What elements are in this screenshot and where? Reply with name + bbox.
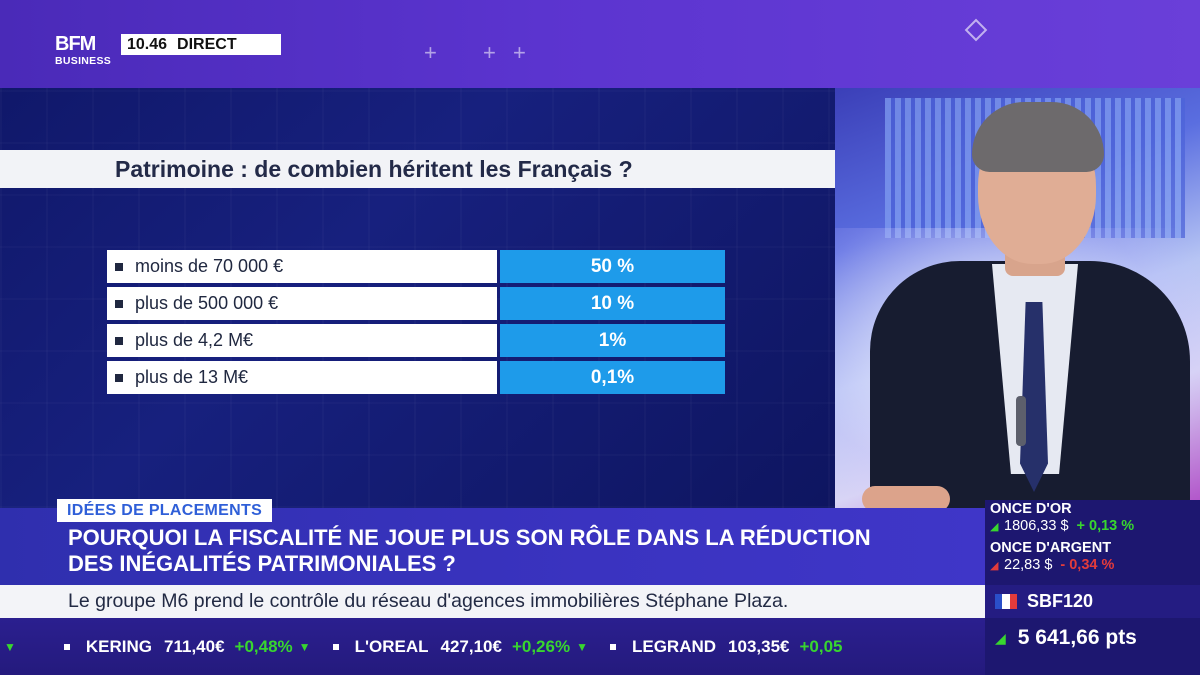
- headline: POURQUOI LA FISCALITÉ NE JOUE PLUS SON R…: [68, 525, 968, 577]
- news-text: Le groupe M6 prend le contrôle du réseau…: [68, 590, 789, 612]
- table-row: plus de 500 000 € 10 %: [107, 287, 725, 320]
- ticker-name: KERING: [85, 636, 153, 656]
- clock-time: 10.46: [127, 35, 168, 53]
- row-value: 1%: [500, 324, 725, 357]
- up-arrow-icon: ◢: [990, 520, 999, 533]
- row-label-text: moins de 70 000 €: [135, 256, 284, 276]
- top-bar: BFM BUSINESS 10.46 DIRECT + + +: [0, 0, 1200, 88]
- silver-name: ONCE D'ARGENT: [990, 540, 1112, 556]
- sparkle-icon: +: [513, 40, 526, 65]
- ticker-name: L'OREAL: [354, 636, 429, 656]
- clock-live-badge: 10.46 DIRECT: [121, 34, 281, 55]
- ticker-price: 103,35€: [728, 636, 790, 656]
- bullet-icon: [115, 299, 123, 308]
- inheritance-table: moins de 70 000 € 50 % plus de 500 000 €…: [107, 250, 725, 398]
- news-crawl: Le groupe M6 prend le contrôle du réseau…: [0, 585, 985, 618]
- graphic-title-strip: Patrimoine : de combien héritent les Fra…: [0, 150, 835, 188]
- table-row: moins de 70 000 € 50 %: [107, 250, 725, 283]
- table-row: plus de 13 M€ 0,1%: [107, 361, 725, 394]
- ticker-change: +0,26%: [511, 636, 571, 656]
- up-arrow-icon: ▼: [298, 639, 311, 654]
- logo-line-2: BUSINESS: [55, 55, 112, 67]
- silver-change: - 0,34 %: [1060, 557, 1115, 573]
- microphone: [1016, 396, 1026, 446]
- separator-icon: [332, 643, 339, 650]
- row-value: 10 %: [500, 287, 725, 320]
- silver-price: 22,83 $: [1004, 557, 1053, 573]
- row-label: moins de 70 000 €: [107, 250, 497, 283]
- row-label-text: plus de 13 M€: [135, 367, 249, 387]
- down-arrow-icon: ◢: [990, 559, 999, 572]
- segment-kicker: IDÉES DE PLACEMENTS: [57, 499, 273, 522]
- ticker-change: +0,48%: [234, 636, 293, 656]
- presenter-hand: [862, 486, 950, 512]
- ticker-price: 427,10€: [440, 636, 502, 656]
- silver-quote: ONCE D'ARGENT ◢ 22,83 $ - 0,34 %: [985, 540, 1200, 573]
- index-value: 5 641,66 pts: [1017, 626, 1137, 649]
- bullet-icon: [115, 373, 123, 382]
- sparkle-icon: +: [483, 40, 496, 65]
- ticker-item: ▼: [0, 640, 42, 654]
- row-value: 0,1%: [500, 361, 725, 394]
- live-label: DIRECT: [177, 35, 237, 53]
- row-label: plus de 4,2 M€: [107, 324, 497, 357]
- up-arrow-icon: ▼: [576, 639, 588, 654]
- separator-icon: [63, 643, 70, 650]
- headline-line-1: POURQUOI LA FISCALITÉ NE JOUE PLUS SON R…: [68, 525, 871, 550]
- separator-icon: [609, 643, 616, 650]
- france-flag-icon: [995, 594, 1017, 609]
- presenter-hair: [972, 102, 1104, 172]
- up-arrow-icon: ◢: [995, 629, 1006, 646]
- row-label: plus de 500 000 €: [107, 287, 497, 320]
- up-arrow-icon: ▼: [4, 639, 16, 654]
- graphic-title: Patrimoine : de combien héritent les Fra…: [115, 155, 633, 182]
- row-value: 50 %: [500, 250, 725, 283]
- index-name: SBF120: [1027, 591, 1094, 611]
- bullet-icon: [115, 262, 123, 271]
- row-label: plus de 13 M€: [107, 361, 497, 394]
- silver-line: ◢ 22,83 $ - 0,34 %: [985, 557, 1200, 573]
- ticker-change: +0,05: [799, 636, 843, 656]
- row-label-text: plus de 500 000 €: [135, 293, 279, 313]
- ticker-item: LEGRAND 103,35€ +0,05: [609, 636, 843, 657]
- diamond-icon: [964, 18, 988, 42]
- gold-name: ONCE D'OR: [990, 501, 1072, 517]
- ticker-price: 711,40€: [164, 636, 225, 656]
- bullet-icon: [115, 336, 123, 345]
- bfm-business-logo: BFM BUSINESS: [55, 34, 117, 74]
- row-label-text: plus de 4,2 M€: [135, 330, 254, 350]
- gold-change: + 0,13 %: [1076, 518, 1135, 534]
- gold-line: ◢ 1806,33 $ + 0,13 %: [985, 518, 1200, 534]
- stock-ticker: ▼ KERING 711,40€ +0,48% ▼ L'OREAL 427,10…: [0, 618, 985, 675]
- ticker-item: KERING 711,40€ +0,48% ▼: [63, 636, 311, 657]
- ticker-name: LEGRAND: [631, 636, 717, 656]
- presenter: [860, 96, 1200, 521]
- gold-price: 1806,33 $: [1004, 518, 1069, 534]
- headline-line-2: DES INÉGALITÉS PATRIMONIALES ?: [68, 551, 456, 576]
- logo-line-1: BFM: [55, 33, 96, 55]
- table-row: plus de 4,2 M€ 1%: [107, 324, 725, 357]
- ticker-item: L'OREAL 427,10€ +0,26% ▼: [332, 636, 588, 657]
- index-row: SBF120: [985, 585, 1200, 618]
- index-value-row: ◢ 5 641,66 pts: [985, 618, 1200, 658]
- gold-quote: ONCE D'OR ◢ 1806,33 $ + 0,13 %: [985, 501, 1200, 534]
- sparkle-icon: +: [424, 40, 437, 65]
